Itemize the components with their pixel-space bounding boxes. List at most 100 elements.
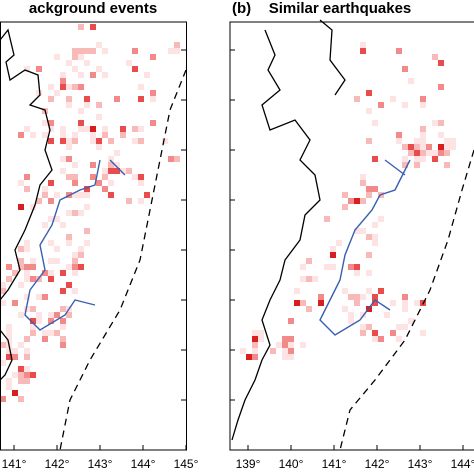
cell bbox=[408, 150, 414, 156]
cell bbox=[390, 300, 396, 306]
cell bbox=[414, 138, 420, 144]
cell bbox=[54, 330, 60, 336]
cell bbox=[402, 162, 408, 168]
cell bbox=[450, 138, 456, 144]
cell bbox=[60, 336, 66, 342]
cell bbox=[18, 372, 24, 378]
cell bbox=[78, 54, 84, 60]
cell bbox=[78, 108, 84, 114]
cell bbox=[84, 126, 90, 132]
cell bbox=[30, 330, 36, 336]
cell bbox=[402, 144, 408, 150]
cell bbox=[12, 300, 18, 306]
cell bbox=[18, 132, 24, 138]
cell bbox=[348, 294, 354, 300]
cell bbox=[48, 138, 54, 144]
cell bbox=[30, 204, 36, 210]
cell bbox=[84, 240, 90, 246]
cell bbox=[42, 336, 48, 342]
cell bbox=[108, 180, 114, 186]
cell bbox=[84, 204, 90, 210]
cell bbox=[90, 162, 96, 168]
cell bbox=[30, 324, 36, 330]
cell bbox=[42, 186, 48, 192]
cell bbox=[450, 144, 456, 150]
cell bbox=[78, 252, 84, 258]
cell bbox=[432, 156, 438, 162]
cell bbox=[66, 156, 72, 162]
cell bbox=[336, 240, 342, 246]
cell bbox=[162, 138, 168, 144]
cell bbox=[372, 156, 378, 162]
cell bbox=[372, 186, 378, 192]
cell bbox=[24, 378, 30, 384]
cell bbox=[54, 192, 60, 198]
cell bbox=[114, 162, 120, 168]
cell bbox=[66, 210, 72, 216]
cell bbox=[60, 72, 66, 78]
cell bbox=[0, 288, 6, 294]
cell bbox=[78, 24, 84, 30]
cell bbox=[60, 138, 66, 144]
x-tick-label: 139° bbox=[236, 457, 261, 471]
cell bbox=[378, 336, 384, 342]
cell bbox=[138, 96, 144, 102]
cell bbox=[444, 150, 450, 156]
cell bbox=[90, 138, 96, 144]
cell bbox=[282, 342, 288, 348]
cell bbox=[372, 336, 378, 342]
cell bbox=[288, 336, 294, 342]
cell bbox=[78, 72, 84, 78]
cell bbox=[24, 276, 30, 282]
cell bbox=[60, 78, 66, 84]
cell bbox=[420, 102, 426, 108]
x-tick-label: 144° bbox=[131, 457, 156, 471]
cell bbox=[30, 276, 36, 282]
cell bbox=[72, 180, 78, 186]
cell bbox=[102, 168, 108, 174]
cell bbox=[78, 264, 84, 270]
cell bbox=[444, 138, 450, 144]
cell bbox=[306, 306, 312, 312]
cell bbox=[60, 306, 66, 312]
cell bbox=[24, 336, 30, 342]
cell bbox=[294, 300, 300, 306]
cell bbox=[426, 150, 432, 156]
cell bbox=[366, 186, 372, 192]
cell bbox=[402, 306, 408, 312]
cell bbox=[78, 126, 84, 132]
cell bbox=[72, 264, 78, 270]
cell bbox=[126, 60, 132, 66]
cell bbox=[84, 102, 90, 108]
cell bbox=[72, 132, 78, 138]
cell bbox=[24, 174, 30, 180]
cell bbox=[48, 318, 54, 324]
cell bbox=[354, 294, 360, 300]
cell bbox=[282, 336, 288, 342]
cell bbox=[6, 264, 12, 270]
cell bbox=[66, 234, 72, 240]
cell bbox=[138, 198, 144, 204]
cell bbox=[372, 294, 378, 300]
cell bbox=[72, 210, 78, 216]
cell bbox=[18, 204, 24, 210]
cell bbox=[366, 108, 372, 114]
cell bbox=[366, 324, 372, 330]
cell bbox=[90, 174, 96, 180]
cell bbox=[384, 312, 390, 318]
cell bbox=[84, 96, 90, 102]
cell bbox=[432, 150, 438, 156]
cell bbox=[390, 330, 396, 336]
cell bbox=[24, 264, 30, 270]
cell bbox=[438, 84, 444, 90]
cell bbox=[72, 138, 78, 144]
cell bbox=[138, 126, 144, 132]
cell bbox=[312, 276, 318, 282]
cell bbox=[252, 348, 258, 354]
cell bbox=[66, 240, 72, 246]
cell bbox=[258, 330, 264, 336]
cell bbox=[342, 288, 348, 294]
cell bbox=[144, 192, 150, 198]
cell bbox=[36, 198, 42, 204]
cell bbox=[354, 300, 360, 306]
